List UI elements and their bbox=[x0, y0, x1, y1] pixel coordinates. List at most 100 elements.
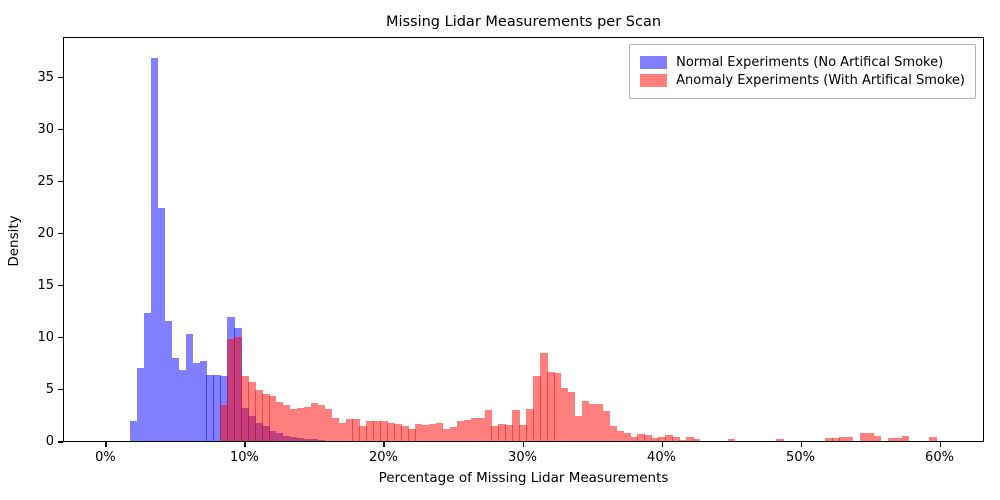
histogram-bar-anomaly bbox=[623, 432, 631, 441]
histogram-bar-anomaly bbox=[567, 392, 576, 441]
histogram-bar-anomaly bbox=[248, 381, 256, 441]
histogram-bar-anomaly bbox=[894, 437, 903, 441]
y-tick-label: 10 bbox=[37, 329, 54, 345]
histogram-bar-anomaly bbox=[456, 421, 465, 441]
histogram-bar-anomaly bbox=[491, 425, 499, 441]
histogram-bar-anomaly bbox=[644, 435, 652, 441]
histogram-bar-anomaly bbox=[366, 421, 374, 441]
histogram-bar-anomaly bbox=[540, 352, 548, 441]
histogram-bar-normal bbox=[213, 375, 221, 441]
x-tick-mark bbox=[522, 442, 524, 447]
legend: Normal Experiments (No Artifical Smoke) … bbox=[629, 44, 976, 99]
histogram-bar-anomaly bbox=[533, 376, 541, 441]
x-tick-label: 20% bbox=[368, 450, 398, 465]
y-tick-mark bbox=[58, 77, 63, 79]
histogram-bar-normal bbox=[199, 360, 207, 441]
histogram-bar-normal bbox=[150, 57, 159, 441]
y-tick-mark bbox=[58, 441, 63, 443]
histogram-bar-anomaly bbox=[839, 436, 847, 441]
y-tick-label: 15 bbox=[37, 277, 54, 293]
legend-entry-normal: Normal Experiments (No Artifical Smoke) bbox=[640, 55, 965, 70]
x-tick-mark bbox=[105, 442, 107, 447]
histogram-bar-normal bbox=[157, 207, 166, 441]
plot-area: Normal Experiments (No Artifical Smoke) … bbox=[63, 37, 984, 442]
y-tick-mark bbox=[58, 129, 63, 131]
histogram-bar-anomaly bbox=[686, 436, 694, 441]
histogram-bar-anomaly bbox=[658, 436, 666, 441]
histogram-bar-anomaly bbox=[331, 418, 340, 441]
y-tick-mark bbox=[58, 285, 63, 287]
histogram-bar-anomaly bbox=[651, 438, 659, 441]
legend-swatch-anomaly-icon bbox=[640, 74, 668, 87]
histogram-bar-anomaly bbox=[227, 338, 235, 441]
histogram-bar-anomaly bbox=[373, 421, 381, 441]
histogram-bar-anomaly bbox=[394, 424, 402, 441]
histogram-bar-anomaly bbox=[776, 438, 784, 441]
histogram-bar-anomaly bbox=[477, 418, 486, 441]
histogram-bar-anomaly bbox=[449, 426, 458, 441]
x-tick-mark bbox=[244, 442, 246, 447]
y-tick-mark bbox=[58, 233, 63, 235]
histogram-bar-normal bbox=[171, 357, 180, 441]
chart-title: Missing Lidar Measurements per Scan bbox=[385, 14, 662, 30]
histogram-bar-anomaly bbox=[269, 396, 277, 441]
histogram-bar-anomaly bbox=[574, 416, 583, 441]
y-tick-label: 25 bbox=[37, 173, 54, 189]
histogram-bar-anomaly bbox=[324, 409, 333, 441]
histogram-bar-anomaly bbox=[672, 436, 680, 441]
histogram-bar-anomaly bbox=[887, 437, 896, 441]
histogram-bar-normal bbox=[206, 375, 214, 441]
x-tick-label: 40% bbox=[647, 450, 676, 465]
histogram-bar-anomaly bbox=[554, 373, 562, 441]
legend-label-anomaly: Anomaly Experiments (With Artifical Smok… bbox=[676, 73, 965, 88]
histogram-bar-anomaly bbox=[484, 409, 492, 441]
y-tick-label: 0 bbox=[45, 434, 54, 449]
x-tick-label: 0% bbox=[95, 450, 116, 465]
histogram-bar-anomaly bbox=[401, 425, 409, 441]
x-tick-label: 60% bbox=[925, 450, 954, 465]
histogram-bar-anomaly bbox=[352, 419, 360, 441]
y-tick-label: 30 bbox=[37, 121, 54, 137]
histogram-bar-anomaly bbox=[255, 389, 263, 441]
histogram-bar-anomaly bbox=[241, 376, 249, 441]
histogram-bar-normal bbox=[178, 370, 187, 441]
histogram-bar-anomaly bbox=[560, 387, 569, 441]
histogram-bar-anomaly bbox=[637, 434, 645, 441]
histogram-bar-normal bbox=[164, 321, 173, 441]
histogram-bar-normal bbox=[136, 368, 145, 441]
histogram-bar-anomaly bbox=[296, 408, 305, 441]
histogram-bar-anomaly bbox=[289, 408, 298, 441]
histogram-bar-anomaly bbox=[630, 436, 638, 441]
histogram-bar-anomaly bbox=[387, 422, 395, 441]
histogram-bar-anomaly bbox=[505, 424, 513, 441]
histogram-bar-anomaly bbox=[359, 425, 367, 441]
x-tick-label: 30% bbox=[508, 450, 537, 465]
histogram-bar-normal bbox=[185, 333, 194, 441]
x-tick-mark bbox=[383, 442, 385, 447]
histogram-bar-anomaly bbox=[845, 436, 854, 441]
histogram-bar-anomaly bbox=[832, 437, 840, 441]
x-tick-mark bbox=[800, 442, 802, 447]
histogram-bar-anomaly bbox=[317, 405, 326, 441]
y-tick-mark bbox=[58, 337, 63, 339]
y-tick-label: 5 bbox=[45, 381, 54, 397]
histogram-bar-anomaly bbox=[679, 439, 687, 441]
histogram-bar-anomaly bbox=[616, 430, 625, 441]
histogram-bar-anomaly bbox=[303, 406, 312, 441]
histogram-bar-anomaly bbox=[234, 336, 242, 441]
histogram-bar-anomaly bbox=[408, 429, 416, 441]
histogram-bar-anomaly bbox=[588, 403, 597, 441]
histogram-bar-normal bbox=[130, 421, 138, 441]
histogram-bar-anomaly bbox=[859, 433, 868, 441]
histogram-bar-anomaly bbox=[310, 403, 319, 441]
histogram-bar-anomaly bbox=[595, 403, 604, 441]
x-tick-mark bbox=[661, 442, 663, 447]
histogram-bar-anomaly bbox=[873, 435, 882, 441]
legend-label-normal: Normal Experiments (No Artifical Smoke) bbox=[676, 55, 944, 70]
histogram-bar-anomaly bbox=[338, 422, 346, 441]
histogram-bar-anomaly bbox=[901, 436, 910, 441]
histogram-bar-anomaly bbox=[866, 432, 875, 441]
histogram-bar-anomaly bbox=[512, 409, 520, 441]
histogram-bar-normal bbox=[192, 362, 201, 441]
histogram-bar-anomaly bbox=[435, 422, 444, 441]
